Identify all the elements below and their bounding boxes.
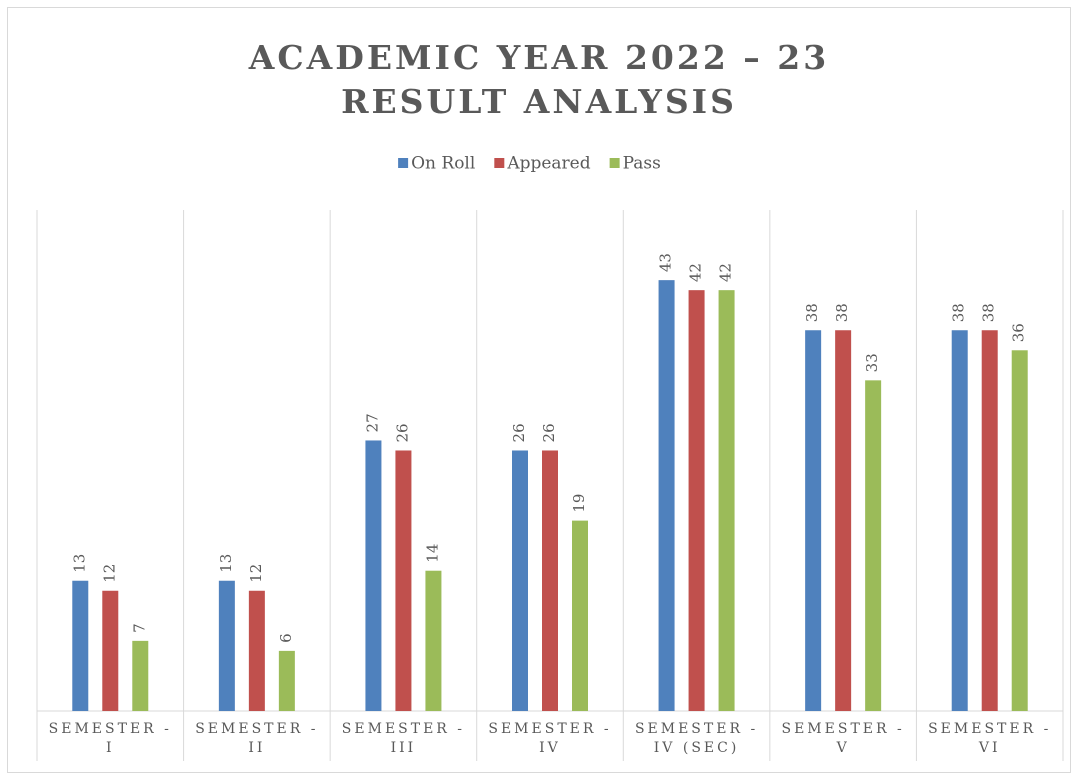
data-label: 26 [393, 423, 411, 442]
x-tick-label: SEMESTER - VI [928, 721, 1052, 756]
data-label: 19 [570, 494, 588, 513]
legend-swatch [494, 158, 505, 168]
bar [981, 330, 998, 711]
chart-border [7, 7, 1071, 773]
data-label: 33 [863, 353, 881, 372]
data-label: 13 [217, 554, 235, 573]
data-label: 6 [277, 633, 295, 643]
bar [805, 330, 822, 711]
bar [132, 640, 149, 711]
x-tick-label: SEMESTER - V [781, 721, 905, 756]
data-label: 7 [130, 623, 148, 633]
bar [425, 570, 442, 711]
data-label: 42 [687, 263, 705, 282]
bar [542, 450, 558, 711]
data-label: 38 [950, 303, 968, 322]
legend-label: Appeared [506, 154, 590, 174]
data-label: 38 [980, 303, 998, 322]
bar [512, 450, 528, 711]
data-label: 12 [100, 564, 118, 583]
data-label: 36 [1010, 323, 1028, 342]
bar [718, 290, 735, 711]
bar [72, 580, 89, 711]
data-label: 38 [803, 303, 821, 322]
data-label: 27 [363, 413, 381, 432]
bar [865, 380, 882, 711]
data-label: 42 [717, 263, 735, 282]
bar [365, 440, 382, 711]
bar [218, 580, 235, 711]
bar [1011, 350, 1028, 711]
legend-swatch [398, 158, 409, 168]
data-label: 12 [247, 564, 265, 583]
x-tick-label: SEMESTER - IV [488, 721, 612, 756]
bar [572, 520, 588, 711]
bar [658, 280, 675, 711]
data-label: 13 [70, 554, 88, 573]
legend-label: On Roll [411, 154, 475, 174]
bar [278, 650, 295, 711]
chart-title: ACADEMIC YEAR 2022 – 23 [248, 38, 829, 77]
bar [395, 450, 412, 711]
data-label: 26 [510, 423, 528, 442]
bar [688, 290, 705, 711]
data-label: 26 [540, 423, 558, 442]
chart-title: RESULT ANALYSIS [341, 82, 737, 121]
bar [835, 330, 852, 711]
data-label: 43 [657, 253, 675, 272]
bar [102, 590, 119, 711]
legend-swatch [609, 158, 620, 168]
x-tick-label: SEMESTER - IV (SEC) [634, 721, 759, 756]
bar [951, 330, 968, 711]
data-label: 38 [833, 303, 851, 322]
bar [248, 590, 265, 711]
x-tick-label: SEMESTER - III [341, 721, 466, 756]
data-label: 14 [423, 544, 441, 563]
legend-label: Pass [623, 154, 661, 174]
x-tick-label: SEMESTER - II [195, 721, 319, 756]
x-tick-label: SEMESTER - I [48, 721, 172, 756]
